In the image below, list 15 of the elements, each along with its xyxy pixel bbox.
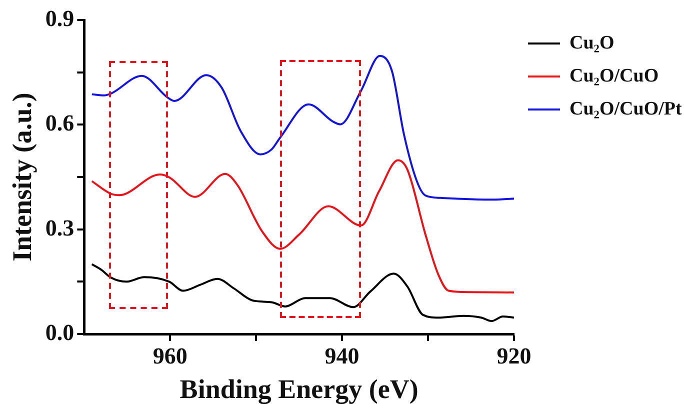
legend-label: Cu₂O/CuO bbox=[570, 65, 659, 86]
x-tick-label: 940 bbox=[324, 344, 360, 369]
x-tick-label: 920 bbox=[496, 344, 532, 369]
legend-label: Cu₂O/CuO/Pt bbox=[570, 98, 682, 120]
y-tick-label: 0.9 bbox=[45, 6, 74, 31]
y-tick-label: 0.6 bbox=[45, 110, 74, 136]
x-tick-label: 960 bbox=[152, 344, 188, 369]
line-series bbox=[90, 263, 514, 322]
y-tick-label: 0.3 bbox=[45, 215, 74, 240]
x-axis-title: Binding Energy (eV) bbox=[180, 374, 418, 404]
legend-label: Cu₂O bbox=[570, 32, 614, 54]
line-series bbox=[90, 159, 514, 294]
y-axis-title: Intensity (a.u.) bbox=[7, 92, 38, 262]
line-series bbox=[90, 54, 514, 201]
y-tick-label: 0.0 bbox=[45, 320, 74, 345]
